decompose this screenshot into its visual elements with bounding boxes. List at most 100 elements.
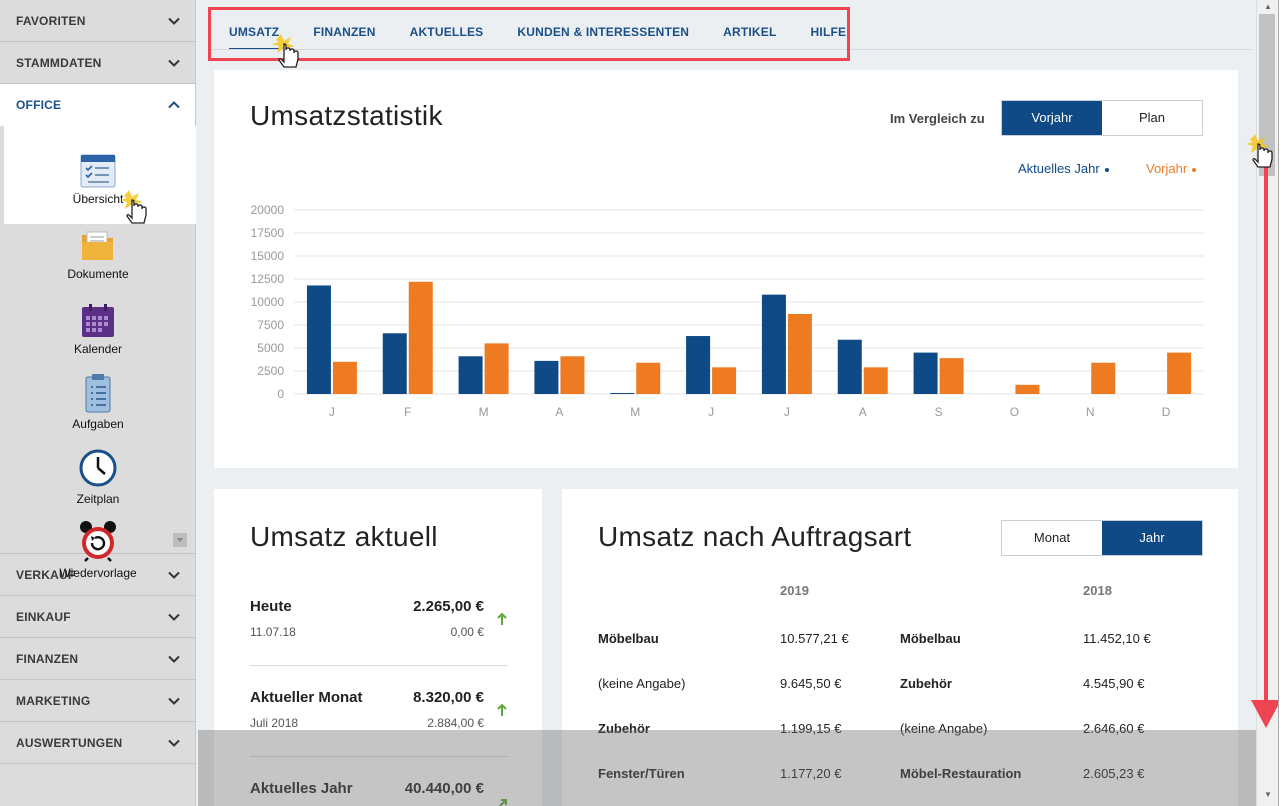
toggle-jahr[interactable]: Jahr (1102, 521, 1202, 555)
sidebar-section-finanzen[interactable]: FINANZEN (0, 638, 195, 680)
bar-vorjahr (560, 356, 585, 394)
x-tick-label: J (784, 405, 790, 419)
office-item-wiedervorlage[interactable]: Wiedervorlage (0, 520, 196, 580)
legend-label: Vorjahr (1146, 161, 1188, 176)
x-tick-label: M (630, 405, 640, 419)
arrow-head-icon (1251, 700, 1281, 728)
bar-vorjahr (636, 362, 661, 394)
chevron-down-icon (168, 17, 180, 25)
sidebar-section-label: OFFICE (16, 98, 62, 112)
tab-highlight-frame (208, 7, 850, 61)
chevron-up-icon (168, 101, 180, 109)
sidebar-section-label: FAVORITEN (16, 13, 86, 28)
ordertype-label: Fenster/Türen (598, 766, 685, 781)
tab-artikel[interactable]: ARTIKEL (723, 25, 777, 39)
folder-icon (82, 231, 113, 260)
hand-cursor-icon (1246, 134, 1273, 168)
tab-hilfe[interactable]: HILFE (810, 25, 847, 39)
ordertype-card: Umsatz nach Auftragsart Monat Jahr 2019 … (562, 489, 1238, 806)
row-value: 2.265,00 € (413, 598, 484, 615)
row-value: 40.440,00 € (404, 780, 484, 797)
chevron-down-icon (168, 571, 180, 579)
ordertype-label: (keine Angabe) (598, 676, 686, 691)
ordertype-label: Zubehör (900, 676, 952, 691)
y-tick-label: 15000 (251, 249, 285, 263)
office-item-zeitplan[interactable]: Zeitplan (0, 448, 196, 506)
ordertype-value: 2.605,23 € (1083, 766, 1145, 781)
sidebar-section-favoriten[interactable]: FAVORITEN (0, 0, 195, 42)
sidebar-section-office[interactable]: OFFICE (0, 84, 195, 126)
x-tick-label: A (555, 405, 563, 419)
row-prev-value: 2.884,00 € (427, 716, 484, 730)
window-edge (1278, 0, 1286, 806)
y-tick-label: 0 (277, 387, 284, 401)
y-tick-label: 2500 (257, 364, 284, 378)
arrow-up-icon (497, 612, 507, 625)
current-title: Umsatz aktuell (250, 521, 438, 552)
scrollbar-thumb[interactable] (1259, 14, 1275, 176)
period-toggle: Monat Jahr (1001, 520, 1203, 556)
revenue-bar-chart: 20000 17500 15000 12500 10000 7500 5000 2500 0 J F… (251, 203, 1204, 419)
panel-scroll-button[interactable] (173, 533, 187, 547)
sidebar-section-marketing[interactable]: MARKETING (0, 680, 195, 722)
y-tick-label: 20000 (251, 203, 285, 217)
sidebar-section-einkauf[interactable]: EINKAUF (0, 596, 195, 638)
tab-kunden-interessenten[interactable]: KUNDEN & INTERESSENTEN (517, 25, 690, 39)
overview-icon (80, 154, 116, 188)
ordertype-title: Umsatz nach Auftragsart (598, 521, 912, 552)
bar-aktuelles-jahr (761, 294, 786, 394)
tab-bar: UMSATZ FINANZEN AKTUELLES KUNDEN & INTER… (212, 14, 863, 50)
sidebar-section-stammdaten[interactable]: STAMMDATEN (0, 42, 195, 84)
tab-finanzen[interactable]: FINANZEN (313, 25, 376, 39)
year-header-previous: 2018 (1083, 583, 1112, 598)
stats-card: Umsatzstatistik Im Vergleich zu Vorjahr … (214, 70, 1238, 468)
sidebar-section-verkauf[interactable]: VERKAUF (0, 554, 195, 596)
x-tick-label: J (708, 405, 714, 419)
office-item-kalender[interactable]: Kalender (0, 304, 196, 356)
legend-label: Aktuelles Jahr (1018, 161, 1100, 176)
toggle-monat[interactable]: Monat (1033, 530, 1071, 545)
ordertype-value: 1.199,15 € (780, 721, 842, 736)
sidebar-section-label: STAMMDATEN (16, 55, 102, 70)
current-row-heute: Heute 11.07.18 2.265,00 € 0,00 € (250, 598, 507, 639)
alarm-clock-icon (80, 521, 116, 562)
chevron-down-icon (168, 697, 180, 705)
y-tick-label: 10000 (251, 295, 285, 309)
tab-aktuelles[interactable]: AKTUELLES (409, 25, 484, 39)
y-tick-label: 7500 (257, 318, 284, 332)
ordertype-value: 4.545,90 € (1083, 676, 1145, 691)
ordertype-label: Möbelbau (598, 631, 659, 646)
sidebar-section-label: VERKAUF (16, 567, 76, 582)
scroll-down-arrow-icon[interactable]: ▼ (1264, 790, 1272, 799)
row-label: Aktueller Monat (250, 689, 363, 706)
x-tick-label: S (935, 405, 943, 419)
chevron-down-icon (168, 613, 180, 621)
x-tick-label: J (329, 405, 335, 419)
office-item-label: Kalender (73, 342, 123, 356)
scroll-up-arrow-icon[interactable]: ▲ (1264, 2, 1272, 11)
sidebar-section-auswertungen[interactable]: AUSWERTUNGEN (0, 722, 195, 764)
office-item-label: Dokumente (67, 267, 129, 281)
sidebar-section-label: FINANZEN (16, 651, 79, 666)
bar-aktuelles-jahr (534, 360, 559, 394)
toggle-vorjahr[interactable]: Vorjahr (1002, 101, 1102, 135)
toggle-plan[interactable]: Plan (1138, 110, 1166, 125)
row-date: 11.07.18 (250, 625, 296, 639)
year-header-current: 2019 (780, 583, 809, 598)
ordertype-label: (keine Angabe) (900, 721, 988, 736)
overlay-shade (198, 730, 1256, 806)
bar-vorjahr (787, 313, 812, 394)
office-item-dokumente[interactable]: Dokumente (0, 229, 196, 281)
bar-aktuelles-jahr (837, 339, 862, 394)
office-item-uebersicht[interactable]: Übersicht (0, 154, 196, 206)
tab-divider (212, 49, 1252, 50)
main-content: UMSATZ FINANZEN AKTUELLES KUNDEN & INTER… (198, 0, 1256, 806)
x-tick-label: M (479, 405, 489, 419)
bar-aktuelles-jahr (610, 393, 635, 394)
hand-cursor-icon (120, 190, 147, 224)
office-item-aufgaben[interactable]: Aufgaben (0, 373, 196, 431)
calendar-icon (82, 304, 114, 337)
current-row-jahr: Aktuelles Jahr 40.440,00 € (250, 780, 507, 806)
row-value: 8.320,00 € (413, 689, 484, 706)
x-tick-label: O (1010, 405, 1019, 419)
